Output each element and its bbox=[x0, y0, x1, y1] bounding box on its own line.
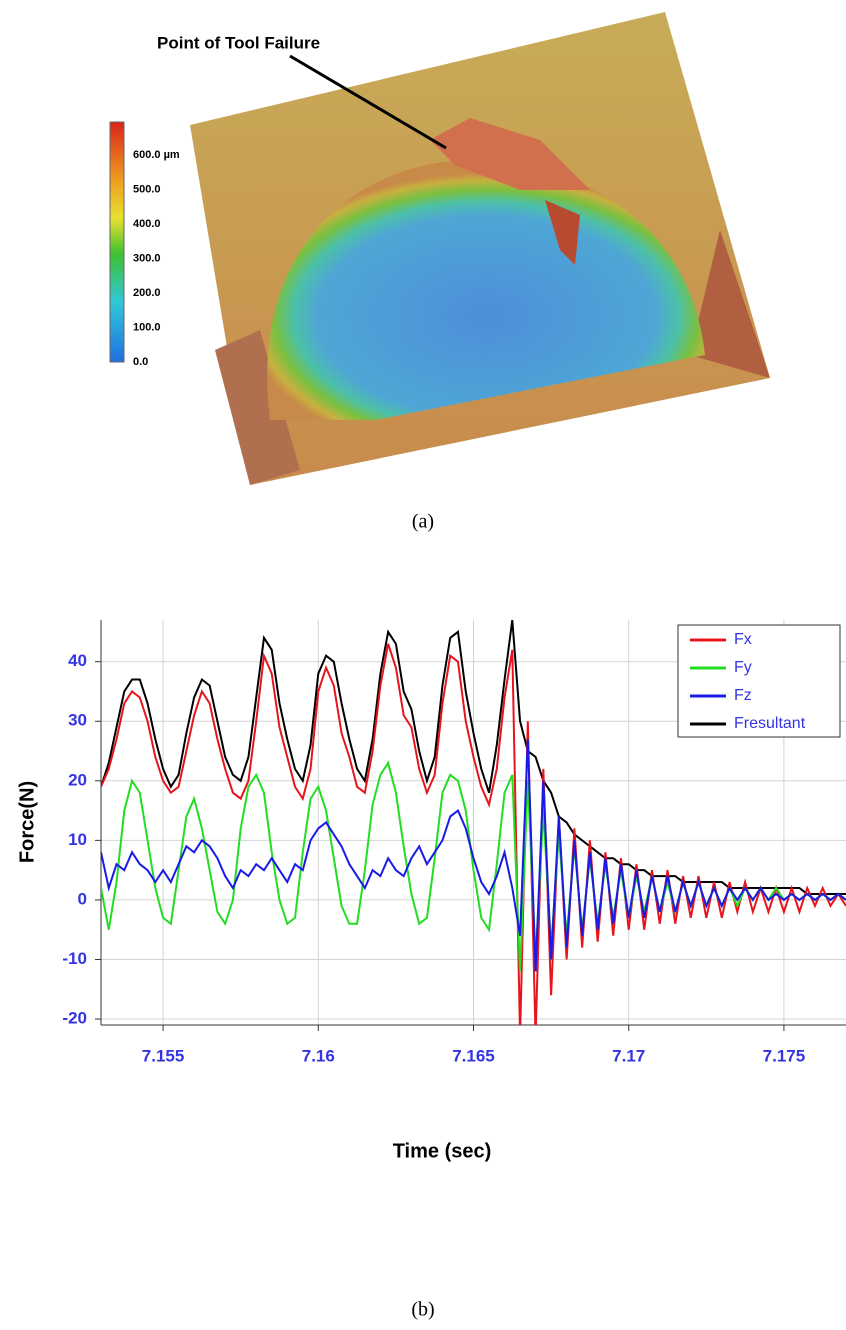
colorbar-label: 500.0 bbox=[133, 183, 161, 195]
legend-label: Fx bbox=[734, 631, 752, 648]
annotation-arrow bbox=[289, 54, 447, 150]
y-tick-label: 20 bbox=[68, 770, 87, 789]
x-tick-label: 7.155 bbox=[142, 1046, 185, 1065]
caption: (b) bbox=[411, 1299, 434, 1321]
y-tick-label: 10 bbox=[68, 830, 87, 849]
colorbar-label: 400.0 bbox=[133, 218, 161, 230]
colorbar-label: 300.0 bbox=[133, 252, 161, 264]
series-line bbox=[101, 739, 846, 972]
y-axis-label: Force(N) bbox=[16, 781, 38, 863]
colorbar bbox=[109, 121, 125, 363]
series-line bbox=[101, 643, 846, 1025]
colorbar-label: 200.0 bbox=[133, 287, 161, 299]
y-tick-label: 30 bbox=[68, 711, 87, 730]
colorbar-label: 100.0 bbox=[133, 321, 161, 333]
x-tick-label: 7.17 bbox=[612, 1046, 645, 1065]
caption: (a) bbox=[412, 511, 434, 533]
x-tick-label: 7.165 bbox=[452, 1046, 495, 1065]
legend-label: Fy bbox=[734, 659, 752, 676]
x-tick-label: 7.175 bbox=[763, 1046, 806, 1065]
colorbar-label: 0.0 bbox=[133, 356, 148, 368]
y-tick-label: 0 bbox=[78, 889, 87, 908]
annotation: Point of Tool Failure bbox=[157, 33, 320, 52]
legend-label: Fresultant bbox=[734, 715, 806, 732]
series-line bbox=[101, 620, 846, 895]
plot-lines bbox=[101, 620, 846, 1025]
legend-box bbox=[677, 624, 841, 738]
colorbar-label: 600.0 µm bbox=[133, 149, 180, 161]
y-tick-label: -20 bbox=[62, 1009, 87, 1028]
y-tick-label: -10 bbox=[62, 949, 87, 968]
x-tick-label: 7.16 bbox=[302, 1046, 335, 1065]
x-axis-label: Time (sec) bbox=[393, 1140, 492, 1162]
y-tick-label: 40 bbox=[68, 651, 87, 670]
surface-image bbox=[190, 12, 770, 485]
legend-label: Fz bbox=[734, 687, 752, 704]
